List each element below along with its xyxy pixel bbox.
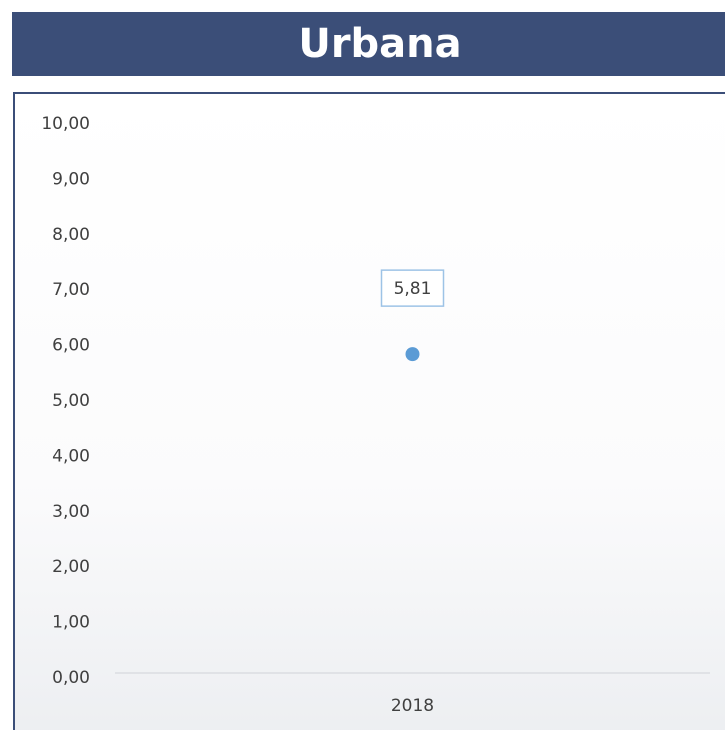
y-tick-label: 9,00 (52, 169, 90, 189)
header-band (12, 12, 725, 76)
y-tick-label: 1,00 (52, 613, 90, 633)
plot-frame (13, 92, 725, 730)
x-tick-label: 2018 (391, 696, 434, 716)
y-tick-label: 6,00 (52, 336, 90, 356)
y-tick-label: 8,00 (52, 225, 90, 245)
y-tick-label: 3,00 (52, 502, 90, 522)
data-point (405, 347, 420, 362)
y-tick-label: 7,00 (52, 280, 90, 300)
y-tick-label: 4,00 (52, 446, 90, 466)
data-label: 5,81 (394, 279, 432, 299)
y-tick-label: 5,00 (52, 391, 90, 411)
chart-title: Urbana (298, 21, 461, 67)
y-tick-label: 2,00 (52, 557, 90, 577)
data-label-box (380, 269, 445, 307)
y-tick-label: 0,00 (52, 668, 90, 688)
y-tick-label: 10,00 (41, 114, 90, 134)
